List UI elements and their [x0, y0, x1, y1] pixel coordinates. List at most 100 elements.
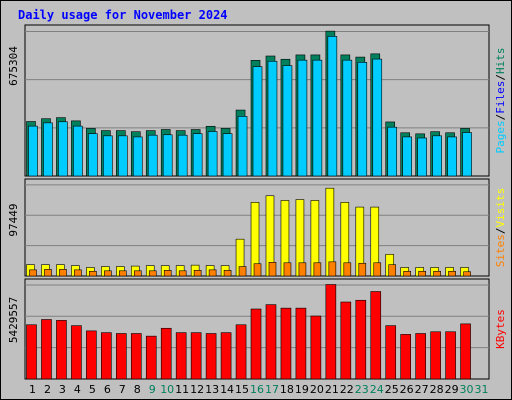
- legend-kbytes: KBytes: [494, 309, 507, 349]
- x-tick-label: 3: [59, 383, 66, 396]
- x-tick-label: 1: [29, 383, 36, 396]
- sites-bar: [223, 270, 232, 277]
- kbytes-bar: [310, 315, 322, 380]
- legend-entry: /: [494, 74, 507, 81]
- kbytes-bar: [325, 284, 337, 380]
- kbytes-bar: [385, 325, 397, 380]
- x-tick-label: 16: [250, 383, 264, 396]
- kbytes-bar: [41, 319, 52, 380]
- kbytes-bar: [370, 291, 382, 380]
- x-tick-label: 18: [280, 383, 294, 396]
- y-max-label: 675304: [7, 46, 20, 86]
- sites-bar: [59, 269, 67, 277]
- x-tick-label: 7: [119, 383, 126, 396]
- kbytes-bar: [235, 324, 247, 380]
- sites-bar: [373, 262, 382, 277]
- sites-bar: [343, 262, 352, 277]
- sites-bar: [119, 270, 127, 277]
- kbytes-bar: [340, 301, 352, 380]
- kbytes-bar: [280, 307, 292, 380]
- sites-bar: [104, 270, 112, 277]
- legend-visits-sites: Sites/Visits: [494, 188, 507, 268]
- files-bar: [118, 135, 128, 177]
- y-max-label: 97449: [7, 203, 20, 236]
- kbytes-bar: [145, 335, 157, 380]
- sites-bar: [74, 269, 82, 277]
- sites-bar: [44, 269, 52, 277]
- x-tick-label: 6: [104, 383, 111, 396]
- x-tick-label: 22: [340, 383, 354, 396]
- x-tick-label: 21: [325, 383, 339, 396]
- legend-entry: Visits: [494, 188, 507, 228]
- files-bar: [282, 65, 293, 177]
- x-axis-labels: 1 2 3 4 5 6 7 8 9 10 11 12 13 14 15 16 17 18 19 20 21 22 23 24 2…: [29, 383, 489, 396]
- kbytes-bar: [415, 333, 426, 380]
- files-bar: [192, 133, 203, 177]
- kbytes-bar: [190, 332, 202, 380]
- kbytes-bar: [250, 308, 262, 380]
- kbytes-bar: [130, 333, 142, 380]
- files-bar: [132, 136, 143, 177]
- x-tick-label: 20: [310, 383, 324, 396]
- kbytes-bar: [56, 320, 67, 380]
- sites-bar: [283, 262, 292, 277]
- kbytes-bar: [101, 332, 112, 380]
- sites-bar: [358, 262, 367, 277]
- x-tick-label: 8: [134, 383, 141, 396]
- sites-bar: [208, 269, 217, 277]
- files-bar: [43, 122, 53, 177]
- files-bar: [387, 126, 398, 177]
- x-tick-label: 4: [74, 383, 81, 396]
- sites-bar: [298, 262, 307, 277]
- files-bar: [432, 135, 442, 177]
- kbytes-bar: [86, 330, 97, 380]
- kbytes-bar: [400, 334, 411, 380]
- files-bar: [222, 133, 233, 177]
- files-bar: [372, 58, 383, 177]
- sites-bar: [133, 270, 142, 277]
- files-bar: [177, 134, 188, 177]
- kbytes-bar: [295, 307, 307, 380]
- sites-bar: [193, 270, 202, 277]
- kbytes-bar: [355, 299, 367, 380]
- kbytes-bar: [175, 332, 187, 380]
- files-bar: [162, 134, 173, 177]
- files-bar: [312, 59, 323, 177]
- x-tick-label: 13: [205, 383, 219, 396]
- sites-bar: [29, 269, 37, 277]
- x-tick-label: 9: [149, 383, 156, 396]
- files-bar: [88, 133, 98, 177]
- kbytes-bar: [71, 325, 82, 380]
- sites-bar: [89, 270, 97, 277]
- x-tick-label: 2: [44, 383, 51, 396]
- files-bar: [58, 121, 68, 177]
- kbytes-bar: [116, 333, 127, 380]
- x-tick-label: 5: [89, 383, 96, 396]
- chart-title: Daily usage for November 2024: [18, 8, 228, 22]
- files-bar: [447, 136, 457, 177]
- x-tick-label: 14: [220, 383, 234, 396]
- kbytes-bar: [220, 332, 232, 380]
- files-bar: [147, 134, 158, 177]
- sites-bar: [163, 270, 172, 277]
- kbytes-bar: [205, 333, 217, 380]
- x-tick-label: 25: [385, 383, 399, 396]
- sites-bar: [178, 270, 187, 277]
- x-tick-label: 26: [400, 383, 414, 396]
- x-tick-label: 28: [430, 383, 444, 396]
- x-tick-label: 11: [175, 383, 189, 396]
- sites-bar: [328, 261, 337, 277]
- legend-entry: Pages: [494, 120, 507, 153]
- files-bar: [327, 36, 338, 177]
- files-bar: [252, 66, 263, 177]
- sites-bar: [433, 270, 441, 277]
- files-bar: [237, 116, 248, 177]
- sites-bar: [388, 264, 397, 277]
- y-max-label: 5429557: [7, 297, 20, 343]
- legend-entry: Sites: [494, 234, 507, 267]
- sites-bar: [418, 270, 426, 277]
- legend-entry: KBytes: [494, 309, 507, 349]
- x-tick-label: 15: [235, 383, 249, 396]
- sites-bar: [238, 266, 247, 277]
